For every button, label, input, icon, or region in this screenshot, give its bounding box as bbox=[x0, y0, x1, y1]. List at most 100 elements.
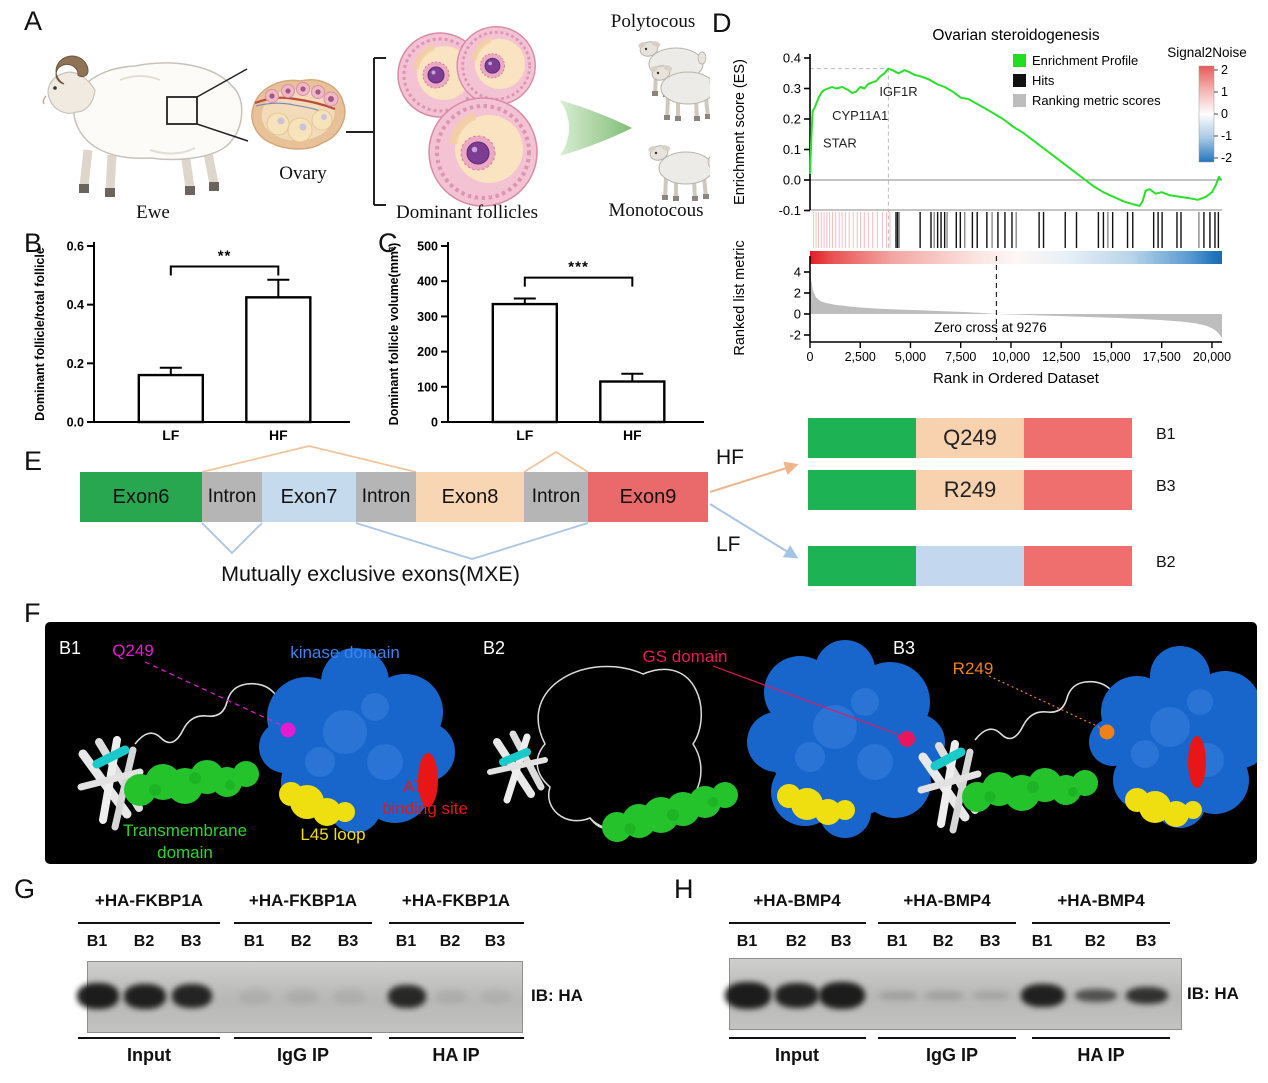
legend-swatch bbox=[1013, 54, 1026, 67]
y-axis-label: Dominant follicle/total follicle bbox=[33, 247, 47, 421]
protein-band bbox=[819, 981, 865, 1009]
x-tick-label: 2,500 bbox=[845, 350, 876, 364]
panel-letter-f: F bbox=[24, 598, 41, 628]
protein-band bbox=[286, 988, 318, 1004]
isoform-mid-segment bbox=[916, 546, 1024, 586]
lane-label: B1 bbox=[243, 933, 265, 950]
isoform-bar: R249 bbox=[808, 470, 1132, 510]
x-tick-label: 7,500 bbox=[945, 350, 976, 364]
isoform-segment bbox=[1024, 418, 1132, 458]
lane-label: B3 bbox=[830, 933, 852, 950]
group-label: IgG IP bbox=[925, 1045, 979, 1065]
rlm-tick-label: 4 bbox=[794, 265, 801, 280]
colorbar-tick-label: 0 bbox=[1221, 107, 1228, 121]
significance-bracket bbox=[523, 276, 634, 287]
panel-letter-g: G bbox=[14, 874, 36, 904]
significance-bracket bbox=[169, 265, 280, 276]
arrow-icon bbox=[560, 100, 632, 156]
x-tick-label: 15,000 bbox=[1092, 350, 1130, 364]
gene-label: CYP11A1 bbox=[832, 108, 888, 123]
protein-band bbox=[239, 988, 271, 1004]
bar bbox=[599, 380, 666, 424]
l45-loop-label: L45 loop bbox=[300, 825, 365, 844]
lane-label: B2 bbox=[439, 933, 461, 950]
panel-letter-h: H bbox=[674, 874, 694, 904]
protein-band bbox=[436, 989, 466, 1003]
zero-cross-label: Zero cross at 9276 bbox=[934, 320, 1047, 335]
polytocous-caption: Polytocous bbox=[610, 11, 696, 32]
exon-box: Exon7 bbox=[262, 472, 356, 522]
ovary-illustration bbox=[251, 79, 346, 150]
y-tick-label: 0 bbox=[431, 416, 438, 430]
monotocous-lamb-illustration bbox=[645, 141, 710, 203]
category-label: HF bbox=[623, 427, 642, 443]
x-tick-label: 12,500 bbox=[1042, 350, 1080, 364]
isoform-segment bbox=[808, 470, 916, 510]
y-tick-label: 200 bbox=[417, 345, 438, 359]
y-tick-label: 100 bbox=[417, 380, 438, 394]
blot-membrane bbox=[77, 961, 523, 1033]
transmembrane-label-line1: Transmembrane bbox=[123, 821, 247, 840]
lane-label: B2 bbox=[932, 933, 954, 950]
exon-box: Exon8 bbox=[416, 472, 524, 522]
intron-box: Intron bbox=[202, 472, 262, 522]
isoform-segment bbox=[1024, 470, 1132, 510]
gsea-plot: Ovarian steroidogenesis 0.4 0.3 0.2 0.1 0.0 -0… bbox=[732, 27, 1247, 387]
x-tick-label: 0 bbox=[807, 350, 814, 364]
protein-band bbox=[925, 990, 963, 1000]
colorbar-title: Signal2Noise bbox=[1167, 45, 1247, 60]
protein-band bbox=[1021, 983, 1065, 1007]
es-tick-label: -0.1 bbox=[779, 203, 801, 218]
blot-membrane bbox=[725, 958, 1182, 1030]
splice-connectors bbox=[201, 445, 799, 560]
bar bbox=[245, 296, 312, 424]
hf-label: HF bbox=[716, 446, 744, 469]
protein-band bbox=[879, 990, 917, 1000]
colorbar-tick-label: -2 bbox=[1221, 151, 1232, 165]
blot-group-header: +HA-BMP4 bbox=[903, 891, 991, 910]
isoform-mid-segment: Q249 bbox=[916, 418, 1024, 458]
blot-group-header: +HA-BMP4 bbox=[1057, 891, 1145, 910]
es-axis-label: Enrichment score (ES) bbox=[732, 59, 748, 205]
header-underline bbox=[729, 922, 866, 924]
ovary-caption: Ovary bbox=[279, 163, 327, 184]
lane-label: B2 bbox=[1084, 933, 1106, 950]
dominant-follicles-illustration bbox=[397, 27, 537, 207]
lane-label: B1 bbox=[395, 933, 417, 950]
protein-band bbox=[481, 989, 511, 1003]
rlm-tick-label: 0 bbox=[794, 307, 801, 322]
polytocous-lambs-illustration bbox=[635, 37, 710, 123]
panel-a-illustration bbox=[42, 0, 710, 207]
lane-label: B2 bbox=[133, 933, 155, 950]
ewe-illustration bbox=[42, 55, 249, 197]
colorbar-tick-label: 1 bbox=[1221, 85, 1228, 99]
x-axis-label: Rank in Ordered Dataset bbox=[933, 370, 1100, 387]
group-label: Input bbox=[127, 1045, 171, 1065]
enrichment-curve bbox=[809, 67, 1222, 207]
significance-stars: ** bbox=[218, 248, 232, 265]
gene-label: STAR bbox=[823, 136, 857, 151]
structure-b1 bbox=[77, 648, 455, 833]
protein-band bbox=[172, 984, 212, 1008]
protein-band bbox=[1126, 986, 1168, 1004]
bar bbox=[491, 302, 559, 424]
legend-swatch bbox=[1013, 74, 1026, 87]
lane-label: B1 bbox=[86, 933, 108, 950]
panel-letter-c: C bbox=[378, 228, 398, 258]
y-tick-label: 0.4 bbox=[67, 298, 84, 312]
category-label: LF bbox=[162, 427, 180, 443]
y-axis-label: Dominant follicle volume(mm³) bbox=[387, 243, 401, 426]
y-tick-label: 0.0 bbox=[67, 416, 84, 430]
category-label: HF bbox=[269, 427, 288, 443]
rlm-axis-label: Ranked list metric bbox=[732, 240, 748, 355]
ranking-gradient-bar bbox=[810, 251, 1222, 264]
r249-label: R249 bbox=[953, 659, 994, 678]
legend-label: Hits bbox=[1032, 73, 1055, 88]
y-tick-label: 500 bbox=[417, 240, 438, 254]
panel-letter-a: A bbox=[24, 6, 43, 36]
group-label: HA IP bbox=[1077, 1045, 1125, 1065]
colorbar bbox=[1198, 65, 1215, 163]
isoform-name-label: B2 bbox=[1156, 554, 1176, 571]
structure-b3 bbox=[917, 646, 1257, 834]
dominant-follicles-caption: Dominant follicles bbox=[396, 202, 538, 223]
